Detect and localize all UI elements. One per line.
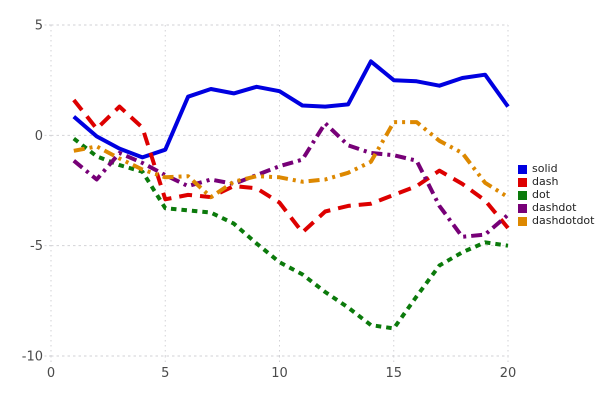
series-line-dashdotdot bbox=[73, 120, 510, 200]
legend-label-solid: solid bbox=[532, 162, 558, 175]
legend-item-dot: dot bbox=[518, 188, 594, 201]
legend-swatch-dash bbox=[518, 177, 527, 187]
y-tick-label: -5 bbox=[30, 239, 43, 254]
y-tick-label: -10 bbox=[22, 350, 43, 365]
legend-item-dashdotdot: dashdotdot bbox=[518, 214, 595, 227]
legend-label-dashdot: dashdot bbox=[532, 201, 577, 214]
legend: solid dash dot dashdot dashdotdot bbox=[518, 162, 595, 227]
x-tick-label: 15 bbox=[385, 366, 402, 381]
legend-label-dash: dash bbox=[532, 175, 559, 188]
y-tick-label: 5 bbox=[35, 19, 43, 34]
legend-swatch-dashdotdot bbox=[518, 216, 527, 226]
legend-swatch-dot bbox=[518, 190, 527, 200]
x-tick-label: 5 bbox=[161, 366, 169, 381]
legend-label-dot: dot bbox=[532, 188, 551, 201]
legend-label-dashdotdot: dashdotdot bbox=[532, 214, 595, 227]
legend-item-dashdot: dashdot bbox=[518, 201, 594, 214]
x-tick-label: 10 bbox=[271, 366, 288, 381]
legend-item-dash: dash bbox=[518, 175, 594, 188]
y-tick-label: 0 bbox=[35, 129, 43, 144]
x-tick-label: 0 bbox=[47, 366, 55, 381]
series-line-solid bbox=[72, 59, 510, 160]
series-line-dashdot bbox=[72, 121, 510, 239]
legend-swatch-dashdot bbox=[518, 203, 527, 213]
legend-item-solid: solid bbox=[518, 162, 594, 175]
series-line-dash bbox=[72, 98, 510, 235]
x-tick-label: 20 bbox=[500, 366, 517, 381]
legend-swatch-solid bbox=[518, 164, 527, 174]
series-line-dot bbox=[72, 137, 509, 331]
